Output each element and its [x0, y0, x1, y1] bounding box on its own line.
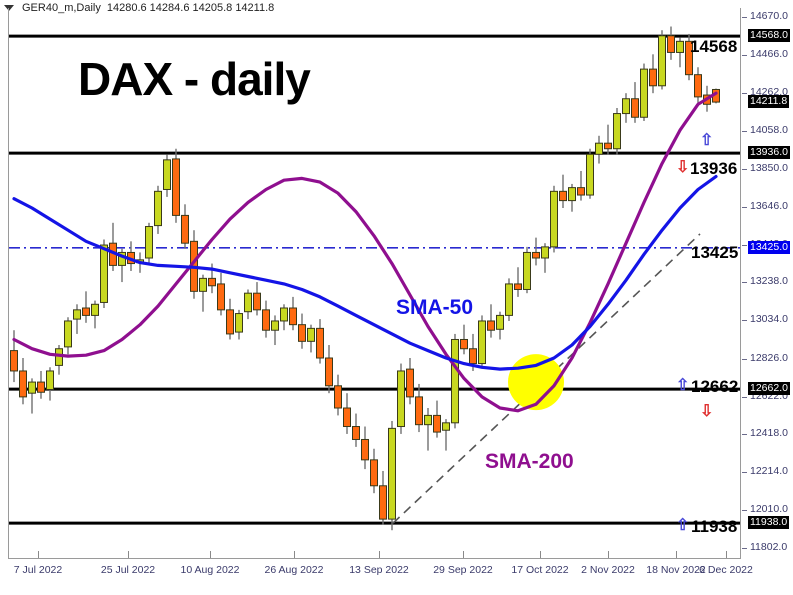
date-tick	[608, 551, 609, 558]
ohlc-values: 14280.6 14284.6 14205.8 14211.8	[106, 2, 275, 14]
price-tick-label: 14058.0	[750, 123, 788, 136]
date-tick	[128, 551, 129, 558]
price-tick-label: 13034.0	[750, 313, 788, 326]
price-tick-label: 14670.0	[750, 10, 788, 23]
price-tick	[742, 169, 747, 171]
price-tick	[742, 55, 747, 57]
date-tick-label: 13 Sep 2022	[349, 564, 409, 576]
price-tick	[742, 509, 747, 511]
date-tick	[210, 551, 211, 558]
date-tick-label: 18 Nov 2022	[646, 564, 706, 576]
price-tick-label: 12010.0	[750, 502, 788, 515]
price-tick	[742, 434, 747, 436]
price-scale[interactable]: 14670.0 14466.0 14262.0 14058.0 13850.0 13646…	[741, 0, 793, 558]
price-tick	[742, 17, 747, 19]
date-tick-label: 29 Sep 2022	[433, 564, 493, 576]
price-tick-label: 12826.0	[750, 351, 788, 364]
price-tick-label: 12214.0	[750, 465, 788, 478]
date-tick	[540, 551, 541, 558]
price-level-badge: 12662.0	[748, 382, 790, 396]
axis-right	[740, 8, 741, 558]
date-tick	[38, 551, 39, 558]
cursor-price-badge: 13425.0	[748, 240, 790, 254]
sma200-line	[12, 91, 718, 413]
price-tick	[742, 358, 747, 360]
date-tick-label: 17 Oct 2022	[511, 564, 569, 576]
price-tick-label: 11802.0	[750, 541, 788, 554]
horizontal-levels	[9, 34, 740, 525]
price-tick	[742, 282, 747, 284]
up-arrow-12662: ⇧	[676, 377, 690, 394]
date-tick-label: 10 Aug 2022	[180, 564, 240, 576]
level-label-12662: 12662	[691, 377, 739, 396]
symbol-label: GER40_m,Daily	[22, 2, 101, 14]
sma200-label: SMA-200	[485, 450, 574, 473]
level-label-13425: 13425	[691, 243, 739, 262]
date-tick	[726, 551, 727, 558]
triangle-down-icon[interactable]	[4, 5, 14, 11]
sma50-label: SMA-50	[396, 296, 474, 319]
axis-bottom	[8, 558, 741, 559]
up-arrow-11938: ⇧	[676, 517, 690, 534]
price-tick-label: 13646.0	[750, 199, 788, 212]
price-tick-label: 12418.0	[750, 427, 788, 440]
date-tick-label: 2 Nov 2022	[581, 564, 635, 576]
candles-group	[10, 26, 720, 531]
price-tick	[742, 92, 747, 94]
price-tick-label: 14466.0	[750, 48, 788, 61]
date-tick-label: 25 Jul 2022	[100, 564, 156, 576]
page-title: DAX - daily	[78, 53, 311, 105]
up-arrow-13936: ⇧	[700, 132, 714, 149]
price-tick	[742, 244, 747, 246]
price-tick-label: 13850.0	[750, 162, 788, 175]
date-tick-label: 26 Aug 2022	[264, 564, 324, 576]
price-tick	[742, 548, 747, 550]
date-tick-label: 7 Jul 2022	[13, 564, 63, 576]
date-tick-label: 6 Dec 2022	[699, 564, 753, 576]
level-label-13936: 13936	[690, 159, 738, 178]
price-tick-label: 13238.0	[750, 275, 788, 288]
price-level-badge: 14568.0	[748, 29, 790, 43]
level-label-11938: 11938	[691, 517, 738, 536]
date-tick	[294, 551, 295, 558]
price-tick	[742, 396, 747, 398]
axis-left	[8, 8, 9, 558]
date-tick	[463, 551, 464, 558]
down-arrow-13936: ⇩	[676, 159, 690, 176]
date-tick	[676, 551, 677, 558]
price-tick	[742, 130, 747, 132]
price-tick	[742, 206, 747, 208]
price-tick-label: 14262.0	[750, 85, 788, 98]
chart-info-bar: GER40_m,Daily 14280.6 14284.6 14205.8 14…	[0, 0, 793, 16]
price-tick	[742, 320, 747, 322]
current-price-badge: 14211.8	[748, 95, 790, 109]
sma50-line	[12, 174, 718, 371]
price-level-badge: 13936.0	[748, 146, 790, 160]
price-level-badge: 11938.0	[748, 516, 790, 530]
down-arrow-12662: ⇩	[700, 403, 714, 420]
level-label-14568: 14568	[690, 37, 738, 56]
date-tick	[379, 551, 380, 558]
price-tick	[742, 472, 747, 474]
